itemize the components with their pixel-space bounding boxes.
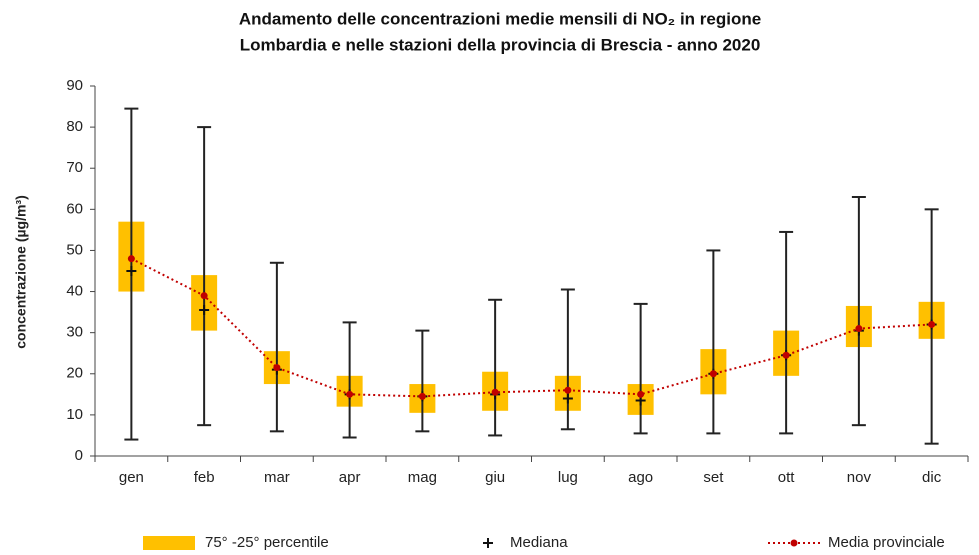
mean-marker (273, 364, 281, 372)
y-tick-label: 0 (75, 447, 83, 464)
mean-marker (637, 390, 645, 398)
x-tick-label: gen (119, 469, 144, 486)
x-tick-label: dic (922, 469, 942, 486)
y-tick-label: 60 (66, 200, 83, 217)
x-tick-label: feb (194, 469, 215, 486)
x-tick-label: set (703, 469, 724, 486)
legend-label: Mediana (510, 534, 568, 551)
y-tick-label: 80 (66, 118, 83, 135)
x-tick-label: nov (847, 469, 872, 486)
legend-swatch (143, 536, 195, 550)
mean-marker (564, 386, 572, 394)
y-tick-label: 40 (66, 283, 83, 300)
legend-swatch (790, 539, 798, 547)
mean-marker (200, 292, 208, 300)
x-tick-label: apr (339, 469, 361, 486)
x-tick-label: mag (408, 469, 437, 486)
x-tick-label: mar (264, 469, 290, 486)
mean-marker (782, 351, 790, 359)
x-tick-label: giu (485, 469, 505, 486)
mean-marker (928, 320, 936, 328)
y-tick-label: 70 (66, 159, 83, 176)
y-tick-label: 90 (66, 77, 83, 94)
mean-marker (127, 255, 135, 263)
x-tick-label: lug (558, 469, 578, 486)
mean-marker (709, 370, 717, 378)
median-marker (199, 305, 210, 316)
legend-label: 75° -25° percentile (205, 534, 329, 551)
chart-title: Lombardia e nelle stazioni della provinc… (240, 35, 761, 54)
legend-label: Media provinciale (828, 534, 945, 551)
mean-marker (491, 388, 499, 396)
chart-title: Andamento delle concentrazioni medie men… (239, 9, 761, 28)
mean-marker (418, 392, 426, 400)
mean-marker (346, 390, 354, 398)
x-tick-label: ago (628, 469, 653, 486)
mean-marker (855, 325, 863, 333)
median-marker (126, 266, 137, 276)
y-axis-label: concentrazione (µg/m³) (13, 195, 29, 349)
y-tick-label: 10 (66, 406, 83, 423)
median-marker (562, 393, 573, 404)
y-tick-label: 20 (66, 365, 83, 382)
y-tick-label: 50 (66, 241, 83, 258)
legend-swatch (483, 538, 493, 548)
x-tick-label: ott (778, 469, 796, 486)
y-tick-label: 30 (66, 324, 83, 341)
mean-line (130, 257, 932, 398)
